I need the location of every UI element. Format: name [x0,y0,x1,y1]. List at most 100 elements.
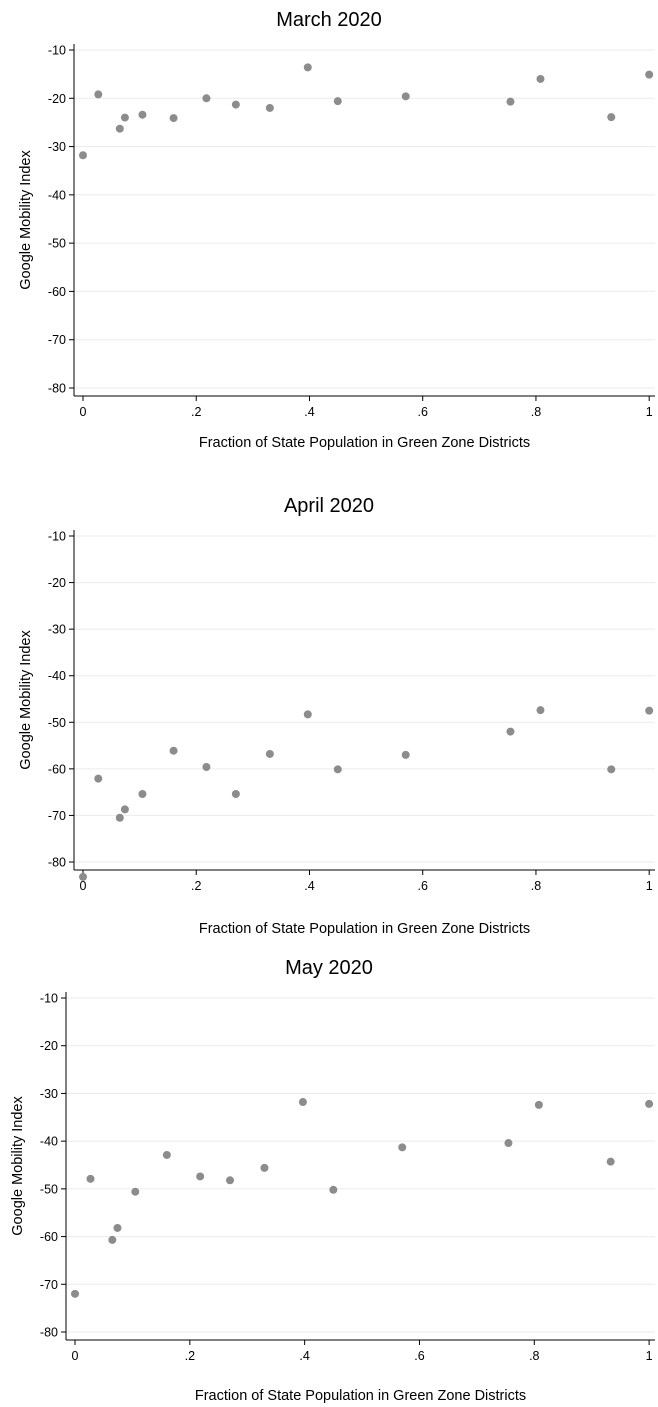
x-tick-label: .8 [529,1349,539,1363]
data-point [303,63,312,72]
y-tick-label: -60 [40,1230,58,1244]
scatter-chart-march: -80 -70 -60 -50 -40 -30 -20 -10 0 .2 .4 .6 .8 1 Fracti… [18,44,655,451]
data-point [260,1163,269,1172]
x-tick-label: 1 [646,1349,653,1363]
data-point [113,1223,122,1232]
x-tick-label: .6 [417,405,427,419]
chart-panel-april: April 2020 -80 -70 -60 -50 -40 -30 -20 -10 0 .2 .4… [0,486,658,946]
x-axis-label: Fraction of State Population in Green Zo… [199,921,530,937]
data-point [645,1099,654,1108]
data-point [265,103,274,112]
y-tick-label: -10 [48,530,66,544]
data-point [536,74,545,83]
x-tick-label: 1 [646,879,653,893]
y-tick-label: -50 [48,237,66,251]
y-tick-label: -20 [48,576,66,590]
y-tick-label: -80 [48,856,66,870]
data-point [226,1176,235,1185]
data-point [506,97,515,106]
data-point [231,790,240,799]
y-tick-label: -80 [40,1326,58,1340]
y-tick-label: -30 [48,623,66,637]
x-tick-label: .2 [185,1349,195,1363]
data-point [534,1100,543,1109]
x-tick-label: 0 [80,405,87,419]
data-point [86,1174,95,1183]
y-tick-label: -30 [48,140,66,154]
x-tick-label: .6 [417,879,427,893]
data-point [504,1139,513,1148]
x-tick-label: .2 [191,405,201,419]
y-tick-label: -10 [40,992,58,1006]
y-tick-label: -40 [48,669,66,683]
data-point [607,765,616,774]
data-point [115,813,124,822]
data-point [131,1187,140,1196]
data-point [645,706,654,715]
data-point [94,90,103,99]
chart-panel-march: March 2020 -80 -70 -60 -50 -40 -30 -20 -10 0 .2 .4… [0,0,658,460]
x-axis-label: Fraction of State Population in Green Zo… [199,435,530,451]
data-point [231,100,240,109]
x-tick-label: .2 [191,879,201,893]
x-axis-label: Fraction of State Population in Green Zo… [195,1388,526,1404]
data-point [169,746,178,755]
y-tick-label: -60 [48,762,66,776]
data-point [265,749,274,758]
data-point [606,1157,615,1166]
chart-title: April 2020 [283,495,375,517]
y-tick-label: -40 [40,1135,58,1149]
data-point [506,727,515,736]
data-point [536,706,545,715]
data-point [333,97,342,106]
data-point [401,750,410,759]
data-point [138,110,147,119]
data-point [303,710,312,719]
x-tick-label: .8 [531,405,541,419]
y-tick-label: -10 [48,44,66,58]
data-point [401,92,410,101]
y-axis-label: Google Mobility Index [18,630,34,770]
data-point [202,762,211,771]
y-axis-label: Google Mobility Index [10,1096,26,1236]
x-tick-label: .8 [531,879,541,893]
data-point [162,1150,171,1159]
x-tick-label: .4 [304,405,314,419]
data-point [108,1235,117,1244]
y-tick-label: -50 [48,716,66,730]
data-point [333,765,342,774]
data-point [94,774,103,783]
data-point [398,1143,407,1152]
y-tick-label: -70 [48,809,66,823]
y-tick-label: -70 [40,1278,58,1292]
data-point [138,790,147,799]
data-point [79,872,87,881]
data-point [196,1172,205,1181]
scatter-chart-may: -80 -70 -60 -50 -40 -30 -20 -10 0 .2 .4 .6 .8 1 Fracti… [10,992,655,1404]
y-tick-label: -20 [48,92,66,106]
data-point [329,1185,338,1194]
y-tick-label: -40 [48,188,66,202]
y-axis-label: Google Mobility Index [18,150,34,290]
y-tick-label: -60 [48,285,66,299]
y-tick-label: -50 [40,1182,58,1196]
scatter-chart-april: -80 -70 -60 -50 -40 -30 -20 -10 0 .2 .4 .6 .8 1 Fracti… [18,530,655,937]
chart-title: March 2020 [276,9,382,31]
x-tick-label: 1 [646,405,653,419]
chart-title: May 2020 [285,957,373,979]
y-tick-label: -30 [40,1087,58,1101]
x-tick-label: .4 [304,879,314,893]
data-point [298,1098,307,1107]
data-point [169,114,178,123]
data-point [120,805,129,814]
data-point [645,70,654,79]
x-tick-label: .6 [414,1349,424,1363]
x-tick-label: 0 [72,1349,79,1363]
chart-panel-may: May 2020 -80 -70 -60 -50 -40 -30 -20 -10 0 .2 .4 .6… [0,948,658,1407]
y-tick-label: -20 [40,1039,58,1053]
data-point [120,113,129,122]
data-point [71,1289,79,1298]
x-tick-label: 0 [80,879,87,893]
data-point [607,113,616,122]
data-point [115,124,124,133]
